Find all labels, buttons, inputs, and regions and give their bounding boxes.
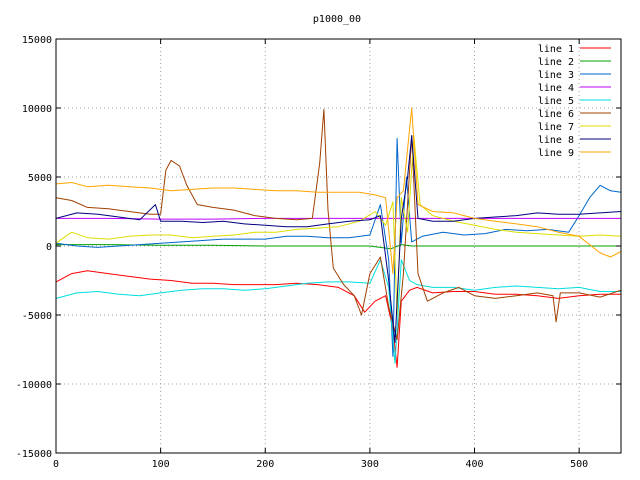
chart-title: p1000_00 bbox=[313, 14, 361, 25]
series-line-5 bbox=[55, 259, 621, 364]
legend-label: line 4 bbox=[538, 83, 574, 94]
legend-label: line 9 bbox=[538, 148, 574, 159]
series-line-8 bbox=[55, 135, 622, 344]
y-tick-label: -10000 bbox=[16, 380, 52, 391]
legend-label: line 3 bbox=[538, 70, 574, 81]
y-tick-label: 5000 bbox=[28, 173, 52, 184]
series-group bbox=[55, 107, 622, 368]
series-line-6 bbox=[55, 108, 622, 341]
legend-label: line 5 bbox=[538, 96, 574, 107]
y-tick-label: -5000 bbox=[22, 311, 52, 322]
y-tick-label: 10000 bbox=[22, 104, 52, 115]
legend-label: line 7 bbox=[538, 122, 574, 133]
series-line-9 bbox=[55, 107, 622, 275]
x-tick-label: 200 bbox=[256, 459, 274, 470]
x-tick-label: 0 bbox=[53, 459, 59, 470]
legend-label: line 1 bbox=[538, 44, 574, 55]
y-tick-label: 0 bbox=[46, 242, 52, 253]
x-tick-label: 400 bbox=[465, 459, 483, 470]
series-line-1 bbox=[55, 270, 621, 368]
x-tick-label: 500 bbox=[570, 459, 588, 470]
legend-label: line 8 bbox=[538, 135, 574, 146]
series-line-4 bbox=[56, 217, 621, 220]
legend-label: line 2 bbox=[538, 57, 574, 68]
x-tick-label: 100 bbox=[152, 459, 170, 470]
grid bbox=[56, 39, 621, 453]
legend: line 1 line 2 line 3 line 4 line 5 line 6 line… bbox=[538, 44, 611, 159]
y-tick-label: -15000 bbox=[16, 449, 52, 460]
x-tick-label: 300 bbox=[361, 459, 379, 470]
legend-label: line 6 bbox=[538, 109, 574, 120]
y-tick-label: 15000 bbox=[22, 35, 52, 46]
ticks: 0 100 200 300 400 500 -15000 -10000 -5000 0 5000 10… bbox=[16, 35, 621, 470]
